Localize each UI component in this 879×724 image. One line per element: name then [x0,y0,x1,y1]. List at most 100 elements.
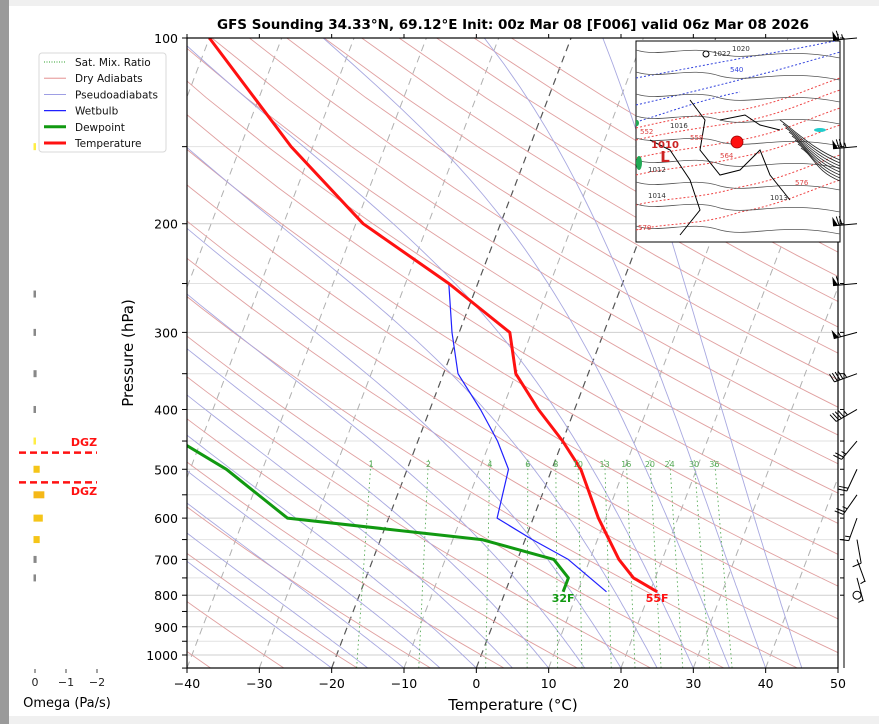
wind-barb-icon [829,370,858,383]
mixing-ratio-label: 30 [689,460,699,469]
pseudoadiabat-line [322,38,730,668]
map-label-540: 540 [730,66,743,74]
isotherm-line [187,38,355,480]
barb-half [860,580,866,585]
dry-adiabat-line [286,38,838,381]
dry-adiabat-line [187,418,578,668]
dry-adiabat-line [187,552,358,668]
dry-adiabat-line [187,184,838,587]
dry-adiabat-line [187,80,838,494]
mixing-ratio-label: 20 [645,460,655,469]
barb-flag [832,31,839,41]
omega-bar [33,290,36,298]
pseudoadiabat-line [187,348,549,668]
map-label-570: 570 [638,224,651,232]
x-tick-label: 20 [613,676,629,691]
wind-barb-icon [832,30,858,41]
map-isobar-dense [794,139,840,176]
wind-barb-icon [831,329,858,340]
barb-full [835,276,840,286]
dry-adiabat-line [187,47,838,465]
map-label-1013: 1013 [770,194,788,202]
barb-staff [841,440,858,460]
temperature-surface-label: 55F [646,592,669,605]
dry-adiabat-line [398,38,838,303]
y-tick-label: 900 [154,620,178,635]
barb-full [837,409,845,418]
map-label-low: L [660,148,670,166]
wind-barb-icon [832,139,858,150]
isotherm-line [692,285,838,668]
legend-label: Temperature [74,138,142,150]
mixing-ratio-line [418,458,429,668]
barb-full [835,30,840,40]
dry-adiabat-line [187,506,431,668]
barb-full [839,485,849,489]
map-high-marker [702,50,710,58]
mixing-ratio-label: 36 [709,460,719,469]
pseudoadiabat-line [187,434,477,668]
barb-half [841,34,844,40]
legend-label: Pseudoadiabats [75,89,158,101]
map-isobar [636,93,840,103]
isotherm-line [331,38,572,668]
dry-adiabat-line [211,38,838,436]
barb-staff [846,469,858,492]
barb-full [837,370,844,380]
barb-full [852,562,862,568]
omega-bar [33,328,36,336]
isotherm-line [548,38,789,668]
x-tick-label: −10 [391,676,417,691]
map-isobar-dense [788,131,840,170]
barb-full [833,454,842,460]
legend-label: Sat. Mix. Ratio [75,57,151,69]
wind-barb-icon [837,469,858,492]
dry-adiabat-line [249,38,838,408]
mixing-ratio-line [526,458,529,668]
pseudoadiabat-line [187,532,369,668]
pseudoadiabat-line [602,38,803,668]
map-label-1012: 1012 [648,166,666,174]
barb-staff [833,37,858,41]
map-height-contour [636,179,840,231]
barb-half [843,410,848,416]
y-tick-label: 500 [154,462,178,477]
barb-half [858,599,864,603]
x-tick-label: 10 [541,676,557,691]
dewpoint-line [187,443,570,593]
wind-barb-icon [833,440,858,460]
location-marker [730,135,744,149]
map-isobar [636,159,840,169]
barb-staff [856,539,862,564]
mixing-ratio-line [669,458,684,668]
pseudoadiabat-line [187,146,658,668]
barb-staff [833,331,858,340]
barb-half [841,451,847,455]
map-height-contour [636,77,840,129]
barb-flag [832,276,839,286]
chart-title: GFS Sounding 34.33°N, 69.12°E Init: 00z … [217,17,809,33]
map-precip [814,128,826,132]
omega-bar [33,370,37,378]
barb-full [835,216,840,226]
mixing-ratio-label: 16 [621,460,631,469]
map-border [689,99,791,201]
plot-frame [186,37,839,669]
map-precip [636,120,639,126]
map-border [719,114,781,131]
mixing-ratio-label: 24 [665,460,675,469]
isotherm-line [258,38,500,668]
y-axis: 100 200 300 400 500 600 700 800 900 1000 [146,31,187,669]
dgz-top-label: DGZ [71,436,97,449]
map-label-564: 564 [720,152,734,160]
barb-full [837,488,847,492]
x-tick-label: 50 [830,676,846,691]
map-isobar-dense [797,143,840,179]
dry-adiabat-line [187,600,285,668]
y-tick-label: 300 [154,325,178,340]
barb-full [829,414,837,422]
wind-barb-icon [852,539,862,568]
y-tick-label: 1000 [146,648,178,663]
